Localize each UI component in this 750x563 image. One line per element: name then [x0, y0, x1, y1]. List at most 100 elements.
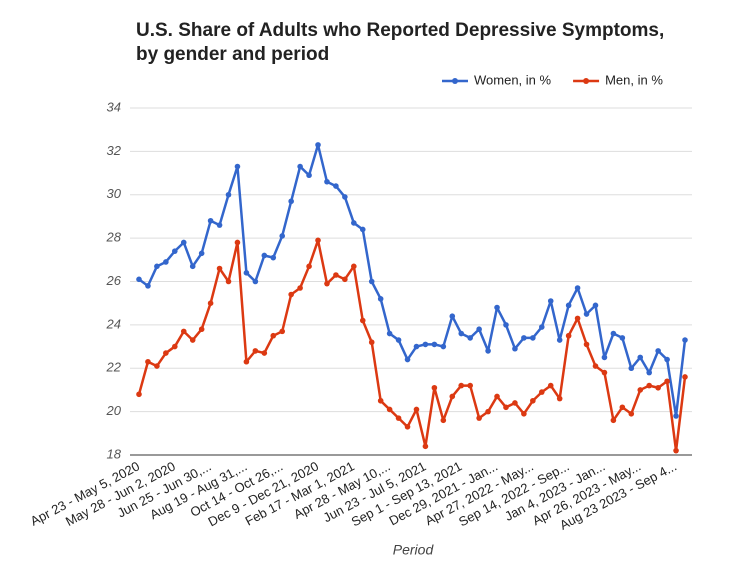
data-point [234, 239, 241, 246]
data-point [216, 265, 223, 272]
data-point [324, 178, 330, 185]
data-point [225, 278, 232, 285]
data-point [467, 382, 473, 389]
data-point [547, 298, 554, 304]
data-point [449, 313, 456, 320]
data-point [655, 384, 661, 391]
data-point [189, 337, 196, 343]
data-point [646, 382, 652, 389]
data-point [476, 326, 482, 333]
legend-marker [583, 78, 590, 84]
data-point [243, 358, 250, 365]
data-point [458, 382, 465, 389]
data-point [440, 417, 447, 424]
data-point [172, 248, 178, 254]
data-point [163, 259, 169, 265]
data-point [610, 417, 617, 424]
data-point [431, 341, 438, 348]
data-point [386, 406, 393, 413]
data-point [288, 291, 294, 298]
data-point [664, 356, 670, 363]
data-point [565, 302, 572, 309]
data-point [198, 326, 205, 333]
data-point [530, 335, 536, 341]
data-point [583, 341, 590, 348]
data-point [359, 226, 366, 233]
data-point [404, 356, 411, 363]
data-point [485, 348, 491, 354]
data-point [324, 280, 330, 287]
legend-item: Women, in % [442, 72, 552, 87]
data-point [198, 250, 205, 257]
data-point [180, 328, 187, 335]
data-point [628, 410, 635, 417]
y-tick-label: 26 [106, 273, 122, 288]
legend-label: Women, in % [474, 72, 552, 87]
data-point [333, 183, 339, 189]
data-point [154, 263, 160, 270]
data-point [386, 330, 393, 337]
data-point [154, 363, 160, 369]
data-point [637, 387, 644, 393]
data-point [574, 315, 581, 322]
data-point [342, 276, 348, 283]
data-point [512, 345, 518, 352]
data-point [440, 343, 447, 350]
data-point [306, 172, 312, 179]
data-point [422, 341, 429, 348]
chart-subtitle: by gender and period [136, 44, 329, 65]
data-point [646, 369, 652, 376]
data-point [547, 382, 554, 389]
data-point [664, 378, 670, 385]
data-point [521, 410, 527, 417]
chart-title: U.S. Share of Adults who Reported Depres… [136, 20, 664, 41]
data-point [619, 404, 626, 411]
data-point [565, 332, 572, 339]
data-point [315, 237, 321, 244]
data-point [261, 252, 268, 259]
y-tick-label: 28 [106, 230, 122, 245]
data-point [574, 285, 581, 291]
data-point [368, 278, 375, 285]
data-point [583, 311, 590, 317]
data-point [270, 332, 277, 339]
data-point [288, 198, 294, 205]
data-point [592, 302, 599, 309]
data-point [556, 395, 563, 402]
data-point [261, 350, 268, 356]
data-point [351, 220, 357, 226]
data-point [467, 335, 473, 341]
data-point [538, 324, 545, 330]
data-point [628, 365, 635, 372]
data-point [512, 400, 518, 406]
y-tick-label: 20 [106, 403, 122, 418]
data-point [279, 328, 286, 335]
data-point [413, 343, 420, 350]
y-tick-label: 22 [106, 360, 122, 375]
data-point [359, 317, 366, 324]
data-point [682, 337, 688, 343]
data-point [458, 330, 465, 337]
legend-label: Men, in % [605, 72, 663, 87]
data-point [243, 270, 250, 276]
data-point [404, 424, 411, 430]
data-point [207, 217, 214, 224]
series-line [137, 239, 687, 452]
data-point [252, 278, 259, 285]
data-point [136, 391, 142, 398]
data-point [180, 239, 187, 246]
y-tick-label: 32 [107, 143, 122, 158]
data-point [145, 358, 151, 365]
data-point [619, 335, 626, 341]
data-point [136, 276, 142, 283]
data-point [503, 404, 509, 411]
data-point [189, 263, 196, 270]
data-point [270, 254, 277, 261]
data-point [413, 406, 420, 413]
data-point [431, 384, 438, 391]
data-point [297, 163, 303, 170]
data-point [556, 337, 563, 343]
data-point [655, 348, 661, 354]
data-point [530, 397, 536, 404]
